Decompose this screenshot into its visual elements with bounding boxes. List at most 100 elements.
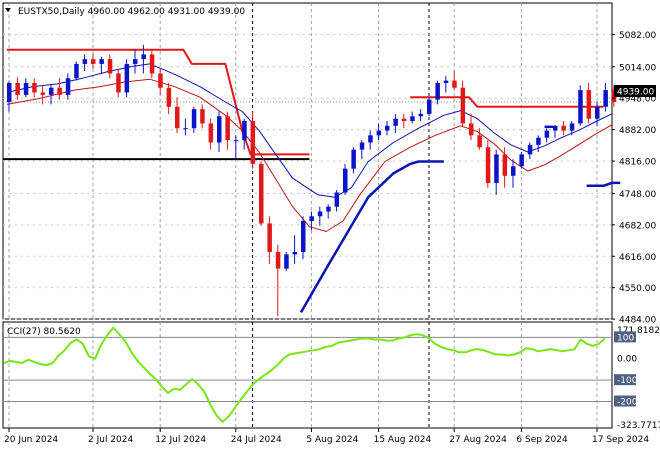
candle-body — [116, 73, 121, 93]
candle — [158, 68, 163, 95]
candle — [74, 61, 79, 81]
price-tick-label: 4682.00 — [619, 221, 656, 231]
candle — [107, 54, 113, 79]
candle — [586, 82, 592, 124]
candle — [208, 118, 214, 150]
candle-body — [32, 82, 37, 93]
candle — [527, 142, 533, 160]
candle-body — [435, 82, 440, 100]
candle — [225, 111, 230, 150]
candle — [376, 123, 382, 141]
candle — [544, 128, 550, 143]
candle-body — [141, 54, 146, 60]
candle — [536, 135, 541, 153]
price-tick-label: 4616.00 — [619, 253, 656, 263]
candle — [443, 75, 449, 93]
cci-tick-label: 171.8182 — [617, 326, 660, 336]
candle — [40, 85, 46, 105]
candle-body — [15, 82, 20, 95]
time-tick-label: 20 Jun 2024 — [4, 435, 58, 445]
candle — [477, 128, 482, 150]
candle-body — [275, 251, 281, 269]
candle — [15, 77, 20, 100]
candle — [99, 56, 104, 74]
time-tick-label: 12 Jul 2024 — [155, 435, 206, 445]
blue-line-segment — [299, 160, 444, 314]
candle — [141, 44, 146, 74]
candle — [418, 109, 424, 122]
price-tick-label: 5014.00 — [619, 63, 656, 73]
cci-level-badge — [614, 395, 636, 407]
candle-body — [191, 109, 197, 129]
candle-body — [519, 154, 524, 167]
candle-body — [578, 90, 583, 124]
candle-body — [368, 135, 373, 143]
time-tick-label: 6 Sep 2024 — [516, 435, 568, 445]
candle — [259, 161, 264, 226]
candle — [233, 135, 239, 160]
candle-body — [82, 59, 88, 64]
price-tick-label: 4816.00 — [619, 158, 656, 168]
price-tick-label: 4550.00 — [619, 284, 656, 294]
price-tick-label: 4484.00 — [619, 316, 656, 326]
time-tick-label: 15 Aug 2024 — [374, 435, 432, 445]
candle-body — [376, 130, 382, 136]
candle — [242, 118, 247, 150]
cci-panel — [2, 321, 613, 429]
candle — [519, 152, 524, 169]
cci-line — [3, 326, 606, 423]
candle-body — [427, 99, 432, 114]
candle — [175, 97, 180, 133]
price-tick-label: 4882.00 — [619, 126, 656, 136]
candle — [385, 121, 390, 136]
cci-header: CCI(27) 80.5620 — [7, 327, 81, 337]
candle-body — [23, 82, 29, 95]
candle — [309, 211, 314, 231]
time-tick-label: 5 Aug 2024 — [306, 435, 358, 445]
candle — [410, 111, 415, 124]
candle-body — [133, 59, 138, 64]
candle-body — [418, 113, 424, 117]
candle — [502, 147, 508, 188]
candle-body — [65, 78, 71, 95]
candle-body — [351, 149, 356, 169]
candle-body — [225, 116, 230, 141]
time-axis: 20 Jun 2024 2 Jul 2024 12 Jul 2024 24 Jul 2… — [4, 428, 649, 445]
candle-body — [595, 106, 600, 119]
candle — [91, 53, 96, 69]
candle — [343, 163, 348, 195]
candle-body — [259, 163, 264, 224]
candle-body — [91, 59, 96, 64]
blue-line-segment — [586, 181, 621, 188]
price-tick-label: 4948.00 — [619, 95, 656, 105]
candle — [65, 73, 71, 100]
candle-body — [158, 73, 163, 88]
cci-tick-label: -200 — [617, 398, 638, 408]
candle-body — [586, 90, 592, 119]
candle — [23, 78, 29, 98]
candle — [326, 204, 331, 219]
candle-body — [569, 123, 575, 131]
candle — [469, 113, 474, 141]
candle — [368, 130, 373, 150]
fast-ma-line — [6, 78, 613, 232]
candle-body — [284, 254, 289, 269]
candle — [275, 244, 281, 317]
candle-body — [603, 90, 608, 107]
cci-tick-label: -100 — [617, 376, 638, 386]
candle-body — [443, 80, 449, 83]
fast-moving-average — [6, 78, 613, 232]
candle-body — [57, 87, 62, 95]
candle-body — [561, 125, 566, 131]
candle-body — [527, 144, 533, 155]
candle — [460, 80, 466, 126]
candle — [603, 82, 608, 112]
candle — [561, 121, 566, 136]
candle-body — [250, 121, 256, 164]
dropdown-icon[interactable] — [5, 8, 11, 12]
candle — [301, 216, 306, 260]
cci-series — [3, 326, 606, 423]
candle-body — [301, 221, 306, 252]
candle-body — [385, 125, 390, 131]
